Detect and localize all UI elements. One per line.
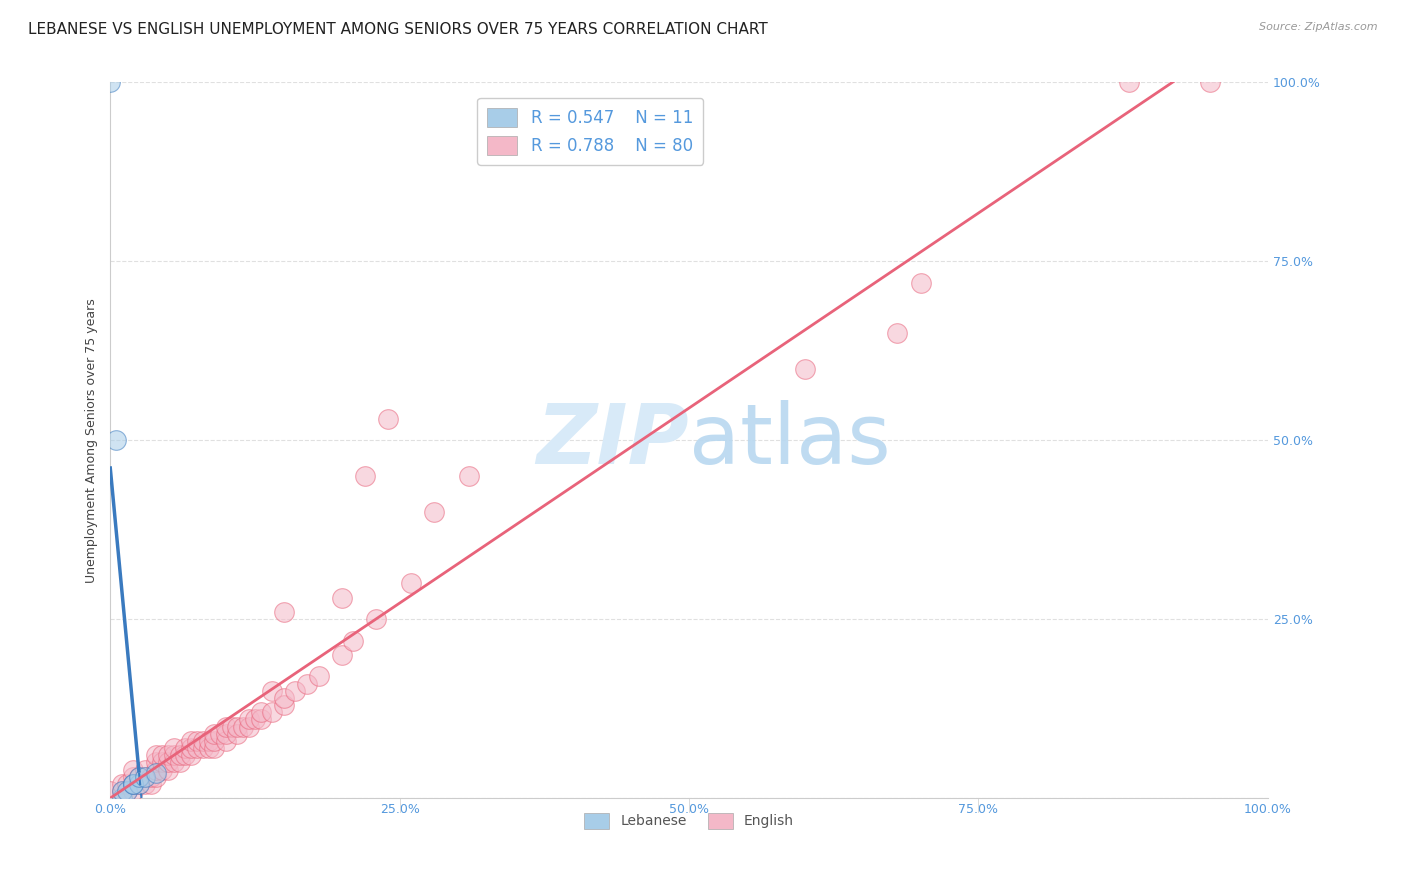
Point — [145, 756, 167, 770]
Point — [180, 748, 202, 763]
Point — [174, 741, 197, 756]
Point — [186, 734, 208, 748]
Point — [128, 777, 150, 791]
Point — [209, 727, 232, 741]
Point — [174, 748, 197, 763]
Point — [122, 770, 145, 784]
Point — [98, 784, 121, 798]
Point — [169, 756, 191, 770]
Point — [150, 756, 173, 770]
Point — [134, 770, 156, 784]
Point — [111, 784, 134, 798]
Point — [330, 591, 353, 605]
Point — [295, 676, 318, 690]
Point — [163, 741, 186, 756]
Point — [249, 713, 271, 727]
Point — [111, 784, 134, 798]
Point — [221, 720, 243, 734]
Point — [458, 469, 481, 483]
Point — [145, 766, 167, 780]
Text: ZIP: ZIP — [537, 400, 689, 481]
Point — [169, 748, 191, 763]
Point — [353, 469, 375, 483]
Point — [145, 748, 167, 763]
Point — [215, 727, 238, 741]
Point — [122, 777, 145, 791]
Point — [122, 777, 145, 791]
Point — [163, 756, 186, 770]
Text: atlas: atlas — [689, 400, 891, 481]
Point — [1118, 75, 1140, 89]
Point — [308, 669, 330, 683]
Point — [273, 605, 295, 619]
Point — [117, 777, 139, 791]
Text: LEBANESE VS ENGLISH UNEMPLOYMENT AMONG SENIORS OVER 75 YEARS CORRELATION CHART: LEBANESE VS ENGLISH UNEMPLOYMENT AMONG S… — [28, 22, 768, 37]
Point — [134, 777, 156, 791]
Point — [1199, 75, 1222, 89]
Point — [262, 705, 284, 719]
Point — [215, 720, 238, 734]
Point — [145, 770, 167, 784]
Point — [128, 770, 150, 784]
Point — [232, 720, 254, 734]
Point — [122, 784, 145, 798]
Point — [793, 361, 815, 376]
Point — [238, 713, 260, 727]
Point — [139, 770, 162, 784]
Point — [273, 690, 295, 705]
Point — [180, 734, 202, 748]
Point — [111, 791, 134, 805]
Point — [134, 770, 156, 784]
Point — [117, 784, 139, 798]
Point — [342, 633, 364, 648]
Point — [191, 734, 214, 748]
Point — [377, 412, 399, 426]
Point — [150, 748, 173, 763]
Point — [273, 698, 295, 712]
Y-axis label: Unemployment Among Seniors over 75 years: Unemployment Among Seniors over 75 years — [86, 298, 98, 582]
Point — [243, 713, 266, 727]
Point — [202, 727, 225, 741]
Point — [98, 75, 121, 89]
Point — [150, 763, 173, 777]
Point — [886, 326, 908, 340]
Point — [226, 720, 249, 734]
Point — [128, 777, 150, 791]
Point — [128, 770, 150, 784]
Point — [180, 741, 202, 756]
Point — [117, 784, 139, 798]
Point — [156, 756, 179, 770]
Point — [156, 748, 179, 763]
Point — [366, 612, 388, 626]
Point — [215, 734, 238, 748]
Point — [104, 434, 127, 448]
Point — [145, 763, 167, 777]
Point — [330, 648, 353, 662]
Point — [399, 576, 422, 591]
Point — [262, 683, 284, 698]
Point — [202, 741, 225, 756]
Point — [191, 741, 214, 756]
Point — [111, 777, 134, 791]
Point — [122, 763, 145, 777]
Point — [238, 720, 260, 734]
Point — [226, 727, 249, 741]
Point — [202, 734, 225, 748]
Point — [910, 276, 932, 290]
Point — [423, 505, 446, 519]
Point — [186, 741, 208, 756]
Point — [156, 763, 179, 777]
Point — [163, 748, 186, 763]
Point — [197, 741, 219, 756]
Point — [134, 763, 156, 777]
Text: Source: ZipAtlas.com: Source: ZipAtlas.com — [1260, 22, 1378, 32]
Point — [139, 777, 162, 791]
Point — [249, 705, 271, 719]
Point — [197, 734, 219, 748]
Legend: Lebanese, English: Lebanese, English — [579, 807, 799, 834]
Point — [122, 777, 145, 791]
Point — [284, 683, 307, 698]
